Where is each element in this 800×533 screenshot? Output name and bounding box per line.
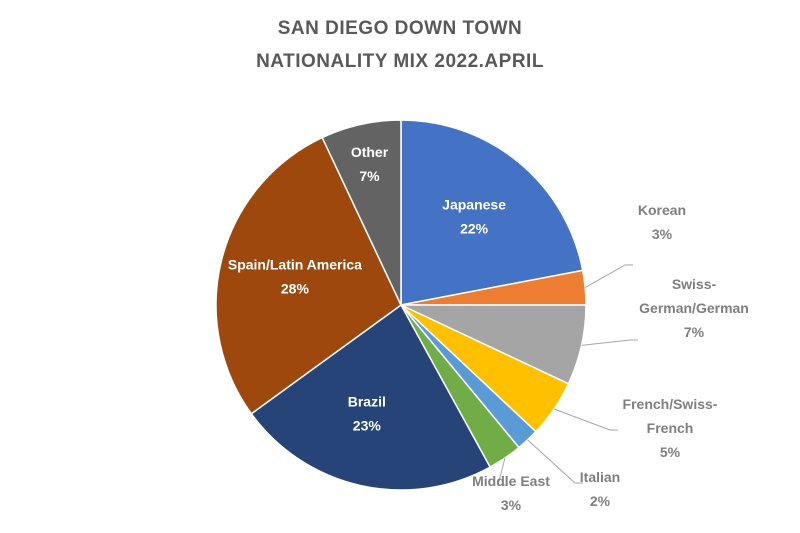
leader-line-italian xyxy=(527,439,583,484)
leader-line-french-swiss-french xyxy=(553,408,618,431)
leader-line-korean xyxy=(584,264,633,289)
data-label-percent: 3% xyxy=(652,226,673,242)
leader-line-swiss-german-german xyxy=(581,339,638,346)
data-label-french-swiss-french: French/Swiss- French 5% xyxy=(623,396,718,460)
data-label-percent: 2% xyxy=(590,493,611,509)
data-label-brazil: Brazil 23% xyxy=(348,393,386,433)
data-label-middle-east: Middle East 3% xyxy=(472,473,550,513)
data-label-swiss-german-german: Swiss- German/German 7% xyxy=(639,276,749,340)
data-label-name: Swiss- xyxy=(672,276,717,292)
pie-slice-brazil xyxy=(250,303,492,491)
data-label-percent: 3% xyxy=(501,497,522,513)
data-label-name: French xyxy=(647,420,694,436)
data-label-percent: 28% xyxy=(281,281,310,297)
data-label-percent: 23% xyxy=(353,417,382,433)
data-label-percent: 7% xyxy=(359,168,380,184)
data-label-name: Other xyxy=(351,144,389,160)
pie-slice-japanese xyxy=(400,119,584,306)
data-label-percent: 5% xyxy=(660,444,681,460)
data-label-spain-latin-america: Spain/Latin America 28% xyxy=(228,257,362,297)
data-label-name: German/German xyxy=(639,300,749,316)
data-label-name: Japanese xyxy=(442,197,506,213)
data-label-percent: 22% xyxy=(460,221,489,237)
chart-title-line-1: SAN DIEGO DOWN TOWN xyxy=(277,18,523,39)
chart-title-line-2: NATIONALITY MIX 2022.APRIL xyxy=(256,51,544,72)
leader-line-middle-east xyxy=(497,457,506,486)
chart-title: SAN DIEGO DOWN TOWN NATIONALITY MIX 2022… xyxy=(0,12,800,78)
pie-slice-spain-latin-america xyxy=(215,136,402,415)
pie-slice-other xyxy=(321,119,402,306)
data-label-name: Korean xyxy=(638,202,686,218)
data-label-name: Spain/Latin America xyxy=(228,257,362,273)
data-label-italian: Italian 2% xyxy=(580,469,620,509)
data-label-other: Other 7% xyxy=(351,144,389,184)
data-label-korean: Korean 3% xyxy=(638,202,686,242)
data-label-percent: 7% xyxy=(684,324,705,340)
data-label-name: Middle East xyxy=(472,473,550,489)
data-label-japanese: Japanese 22% xyxy=(442,197,506,237)
data-label-name: French/Swiss- xyxy=(623,396,718,412)
data-label-name: Italian xyxy=(580,469,620,485)
data-label-name: Brazil xyxy=(348,393,386,409)
